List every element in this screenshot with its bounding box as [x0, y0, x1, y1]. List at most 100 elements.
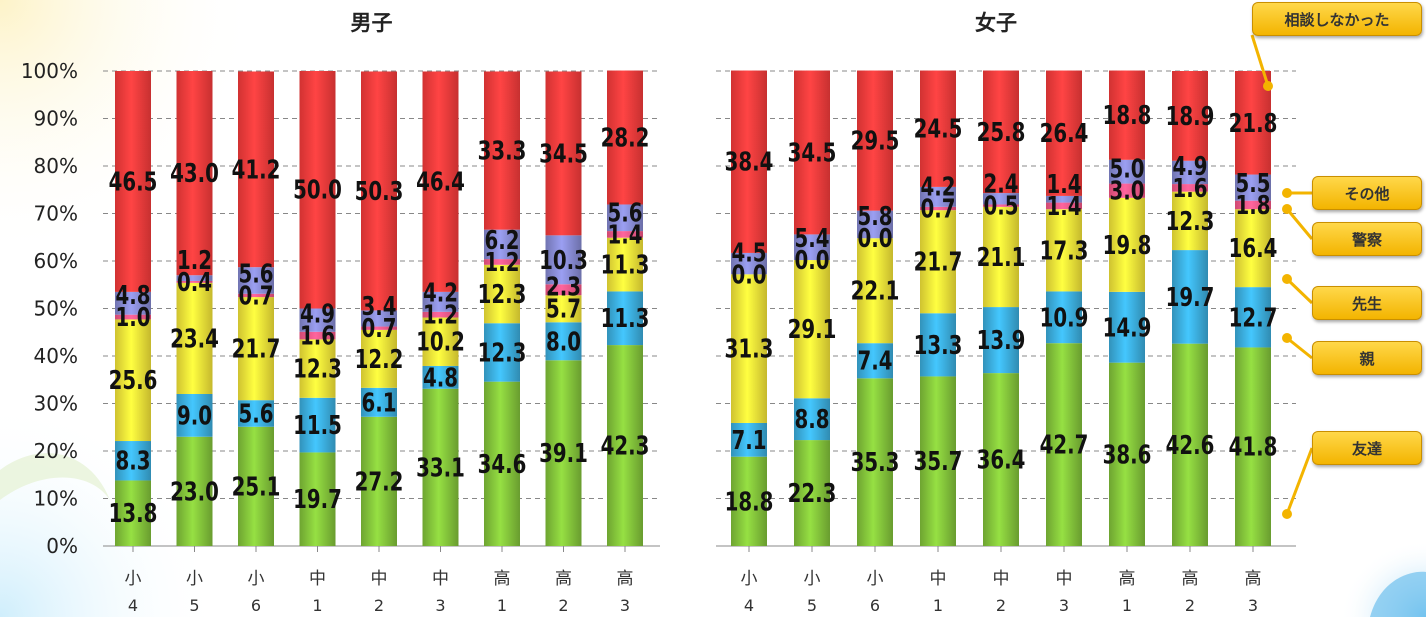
- girls-x-tick-label: 6: [870, 596, 880, 615]
- girls-x-tick-label: 中: [993, 569, 1010, 589]
- boys-x-tick-label: 3: [620, 596, 630, 615]
- y-tick-label: 40%: [34, 344, 78, 368]
- boys-bar-no_consult: [422, 71, 459, 292]
- boys-chart-title: 男子: [351, 11, 393, 35]
- girls-x-tick-label: 高: [1119, 569, 1136, 589]
- girls-data-label-friends: 42.7: [1040, 431, 1089, 460]
- boys-data-label-teachers: 21.7: [232, 335, 281, 364]
- girls-bar-parents: [857, 343, 893, 379]
- girls-data-label-no_consult: 25.8: [977, 118, 1026, 147]
- girls-data-label-other: 5.8: [857, 203, 892, 232]
- girls-x-tick-label: 小: [741, 569, 758, 589]
- boys-bar-parents: [115, 441, 151, 481]
- girls-data-label-teachers: 21.7: [914, 248, 963, 277]
- girls-bar-no_consult: [731, 70, 767, 253]
- boys-bar-police: [607, 231, 643, 238]
- legend-leader-no_consult: [1250, 34, 1270, 87]
- girls-data-label-police: 1.6: [1172, 174, 1207, 203]
- girls-data-label-teachers: 19.8: [1103, 231, 1152, 260]
- girls-data-label-parents: 7.1: [731, 426, 766, 455]
- girls-bar-friends: [983, 373, 1019, 546]
- boys-bar-no_consult: [299, 71, 336, 309]
- girls-bar-police: [983, 204, 1019, 207]
- boys-bar-teachers: [115, 319, 151, 442]
- girls-bar-friends: [731, 456, 767, 546]
- boys-data-label-teachers: 12.2: [355, 345, 404, 374]
- girls-data-label-police: 1.8: [1235, 192, 1270, 221]
- boys-bar-no_consult: [484, 71, 520, 230]
- boys-data-label-no_consult: 46.5: [109, 168, 158, 197]
- boys-bar-other: [238, 267, 274, 294]
- girls-chart-title: 女子: [975, 11, 1017, 35]
- boys-bar-other: [607, 204, 643, 232]
- girls-bar-teachers: [1235, 209, 1271, 288]
- girls-data-label-police: 1.4: [1046, 192, 1081, 221]
- girls-x-tick-label: 高: [1245, 569, 1262, 589]
- boys-bar-parents: [422, 365, 459, 389]
- girls-data-label-no_consult: 38.4: [725, 148, 774, 177]
- girls-bar-parents: [1109, 291, 1145, 363]
- boys-data-label-parents: 8.0: [546, 328, 581, 357]
- boys-data-label-teachers: 11.3: [601, 251, 650, 280]
- girls-bar-friends: [1109, 362, 1145, 546]
- girls-x-tick-label: 5: [807, 596, 817, 615]
- girls-bar-other: [794, 234, 830, 261]
- boys-data-label-teachers: 25.6: [109, 367, 158, 396]
- girls-data-label-teachers: 22.1: [851, 277, 900, 306]
- boys-data-label-other: 5.6: [238, 260, 273, 289]
- girls-bar-no_consult: [794, 70, 830, 235]
- boys-data-label-other: 4.8: [115, 282, 150, 311]
- boys-x-tick-label: 高: [617, 569, 634, 589]
- girls-x-tick-label: 1: [933, 596, 943, 615]
- girls-data-label-friends: 22.3: [788, 480, 837, 509]
- girls-x-tick-label: 中: [1056, 569, 1073, 589]
- legend-leader-parents: [1286, 336, 1313, 360]
- boys-x-tick-label: 中: [432, 569, 449, 589]
- boys-x-tick-label: 1: [497, 596, 507, 615]
- boys-data-label-no_consult: 46.4: [416, 168, 465, 197]
- boys-bar-friends: [607, 345, 643, 546]
- boys-bar-no_consult: [115, 71, 151, 292]
- boys-data-label-other: 6.2: [484, 227, 519, 256]
- boys-bar-parents: [361, 387, 397, 417]
- boys-bar-other: [361, 310, 397, 327]
- boys-bar-police: [484, 259, 520, 265]
- girls-data-label-other: 5.0: [1109, 155, 1144, 184]
- y-tick-label: 10%: [34, 487, 78, 511]
- girls-data-label-police: 0.0: [731, 261, 766, 290]
- girls-bar-police: [1109, 183, 1145, 198]
- girls-data-label-friends: 41.8: [1229, 433, 1278, 462]
- boys-x-tick-label: 4: [128, 596, 138, 615]
- boys-bar-police: [361, 326, 397, 330]
- boys-bar-other: [176, 275, 213, 281]
- girls-bar-other: [1235, 174, 1271, 201]
- girls-bar-teachers: [1109, 197, 1145, 292]
- boys-bar-other: [422, 291, 459, 312]
- boys-bar-teachers: [238, 297, 274, 401]
- girls-bar-parents: [1172, 250, 1208, 344]
- boys-x-tick-label: 小: [248, 569, 265, 589]
- girls-data-label-police: 0.0: [794, 247, 829, 276]
- girls-bar-parents: [1046, 291, 1082, 344]
- boys-bar-no_consult: [607, 70, 643, 205]
- girls-data-label-police: 0.7: [920, 195, 955, 224]
- boys-bar-other: [115, 291, 151, 315]
- girls-bar-no_consult: [1046, 70, 1082, 196]
- girls-data-label-parents: 7.4: [857, 347, 892, 376]
- boys-data-label-friends: 33.1: [416, 454, 465, 483]
- legend-leader-friends: [1285, 447, 1314, 515]
- boys-bar-no_consult: [176, 71, 213, 276]
- boys-data-label-friends: 13.8: [109, 500, 158, 529]
- boys-bar-other: [484, 229, 520, 260]
- girls-bar-no_consult: [857, 70, 893, 211]
- girls-bar-parents: [794, 398, 830, 441]
- girls-bar-no_consult: [1109, 70, 1145, 160]
- girls-data-label-no_consult: 18.8: [1103, 102, 1152, 131]
- boys-bar-friends: [176, 436, 213, 546]
- girls-bar-police: [920, 206, 956, 211]
- girls-data-label-police: 0.5: [983, 192, 1018, 221]
- boys-data-label-friends: 27.2: [355, 468, 404, 497]
- boys-bar-friends: [361, 416, 397, 546]
- legend-leader-police: [1285, 208, 1314, 240]
- boys-data-label-no_consult: 50.3: [355, 178, 404, 207]
